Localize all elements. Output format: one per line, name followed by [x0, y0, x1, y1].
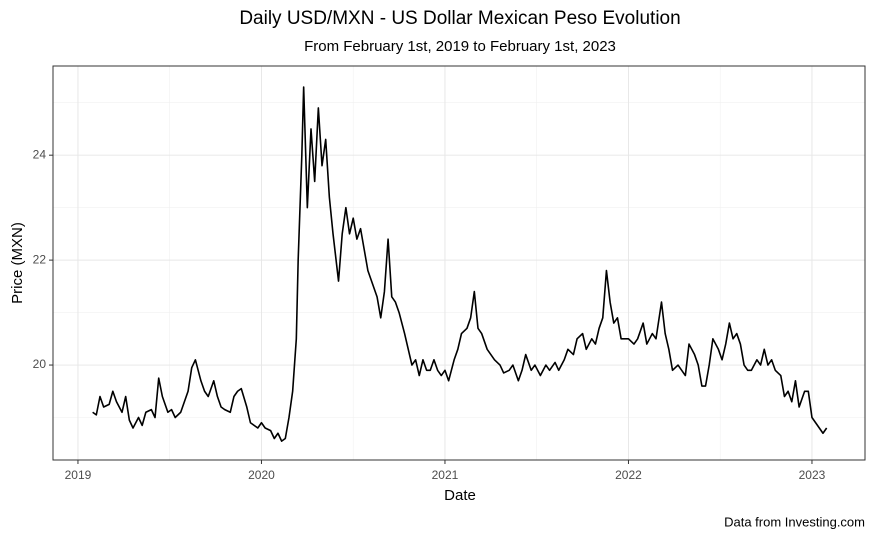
y-tick-label: 20: [33, 357, 47, 371]
plot-border: [52, 65, 866, 461]
x-tick-label: 2019: [65, 468, 92, 482]
x-tick-label: 2022: [615, 468, 642, 482]
x-axis-label: Date: [444, 487, 476, 504]
y-tick-label: 24: [33, 147, 47, 161]
x-tick-label: 2020: [248, 468, 275, 482]
x-tick-label: 2023: [799, 468, 826, 482]
x-tick-label: 2021: [432, 468, 459, 482]
caption: Data from Investing.com: [724, 514, 865, 529]
chart-subtitle: From February 1st, 2019 to February 1st,…: [304, 38, 616, 55]
y-tick-label: 22: [33, 252, 47, 266]
y-axis-label: Price (MXN): [9, 222, 26, 304]
price-line: [92, 86, 828, 442]
chart-title: Daily USD/MXN - US Dollar Mexican Peso E…: [239, 8, 680, 29]
